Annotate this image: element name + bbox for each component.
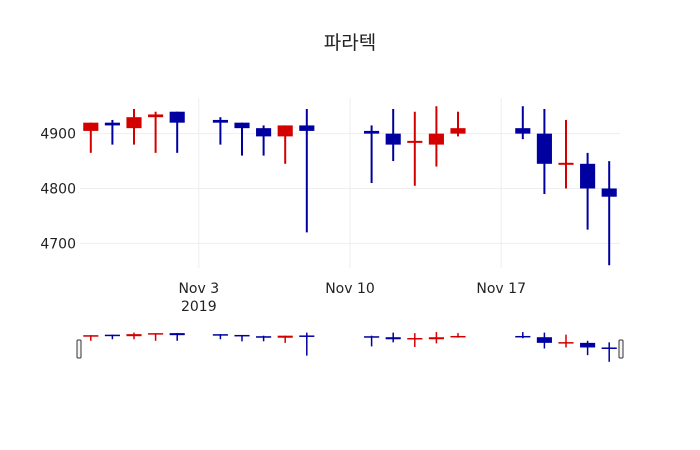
range-slider[interactable]	[76, 332, 624, 362]
candle[interactable]	[83, 122, 99, 153]
candle[interactable]	[536, 108, 552, 194]
candle[interactable]	[428, 332, 444, 344]
candle[interactable]	[601, 161, 617, 266]
candle[interactable]	[450, 111, 466, 137]
candle[interactable]	[428, 106, 444, 167]
chart-title: 파라텍	[324, 32, 376, 54]
candle[interactable]	[104, 334, 120, 340]
candle[interactable]	[104, 119, 120, 145]
x-axis: Nov 3 2019 Nov 10 Nov 17	[178, 281, 526, 315]
candle[interactable]	[83, 335, 99, 341]
y-tick-label: 4800	[40, 181, 76, 197]
candle[interactable]	[212, 334, 228, 340]
candle[interactable]	[212, 117, 228, 145]
candle[interactable]	[299, 108, 315, 233]
candle[interactable]	[580, 152, 596, 230]
candle[interactable]	[364, 125, 380, 183]
candle[interactable]	[558, 119, 574, 189]
candle[interactable]	[299, 332, 315, 356]
candle[interactable]	[385, 332, 401, 343]
candle[interactable]	[515, 332, 531, 339]
plot-area[interactable]	[83, 106, 617, 266]
y-axis: 4700 4800 4900	[40, 127, 76, 253]
x-tick-label: Nov 10	[325, 281, 375, 297]
candle[interactable]	[169, 333, 185, 341]
y-tick-label: 4900	[40, 127, 76, 143]
candle[interactable]	[277, 335, 293, 343]
range-slider-right-handle[interactable]	[618, 339, 624, 359]
candle[interactable]	[515, 106, 531, 140]
candle[interactable]	[364, 335, 380, 347]
candle[interactable]	[126, 108, 142, 145]
candle[interactable]	[256, 335, 272, 342]
candle[interactable]	[385, 108, 401, 162]
candle[interactable]	[450, 333, 466, 338]
candle[interactable]	[148, 111, 164, 153]
candle[interactable]	[536, 332, 552, 349]
candle[interactable]	[601, 342, 617, 362]
candle[interactable]	[234, 122, 250, 156]
y-tick-label: 4700	[40, 236, 76, 252]
candle[interactable]	[407, 111, 423, 186]
candle[interactable]	[169, 111, 185, 153]
candle[interactable]	[148, 333, 164, 341]
candle[interactable]	[558, 334, 574, 348]
x-tick-label: Nov 3	[178, 281, 219, 297]
candle[interactable]	[407, 333, 423, 347]
range-slider-left-handle[interactable]	[76, 339, 82, 359]
x-tick-label: Nov 17	[476, 281, 526, 297]
gridlines	[80, 98, 620, 268]
candle[interactable]	[580, 340, 596, 356]
candle[interactable]	[256, 125, 272, 156]
candle[interactable]	[126, 332, 142, 340]
candle[interactable]	[277, 125, 293, 164]
candle[interactable]	[234, 334, 250, 342]
x-tick-year: 2019	[181, 299, 217, 315]
